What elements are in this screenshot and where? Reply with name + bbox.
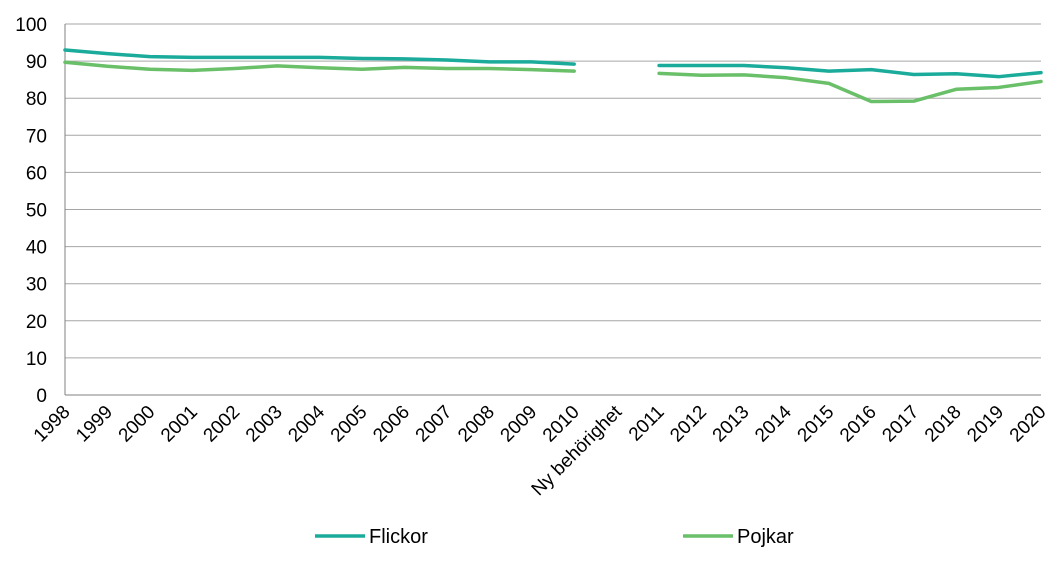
x-tick-label: 2005 [327, 402, 372, 447]
x-tick-label: 2001 [157, 402, 202, 447]
gridlines [65, 23, 1041, 359]
y-tick-label: 90 [26, 52, 47, 73]
y-tick-label: 40 [26, 238, 47, 259]
series-line-pojkar [63, 60, 1043, 104]
x-tick-label: 2015 [794, 402, 839, 447]
x-tick-label: 2017 [878, 402, 923, 447]
y-tick-label: 0 [36, 386, 47, 407]
y-tick-label: 30 [26, 275, 47, 296]
x-tick-label: 2000 [115, 402, 160, 447]
x-axis-ticks: 1998199920002001200220032004200520062007… [30, 401, 1046, 500]
y-axis-ticks: 0 10 20 30 40 50 60 70 80 90 100 [15, 15, 47, 407]
x-tick-label: 2007 [412, 402, 457, 447]
x-tick-label: 2003 [242, 402, 287, 447]
series-lines [63, 48, 1043, 104]
axes [64, 24, 1041, 396]
x-tick-label: 2013 [709, 402, 754, 447]
x-tick-label: 2014 [751, 401, 796, 446]
x-tick-label: 2004 [284, 401, 329, 446]
x-tick-label: 2008 [454, 402, 499, 447]
x-tick-label: 2018 [921, 402, 966, 447]
y-tick-label: 70 [26, 126, 47, 147]
y-tick-label: 100 [15, 15, 47, 36]
y-tick-label: 10 [26, 349, 47, 370]
x-tick-label: 1998 [30, 402, 75, 447]
legend-label: Pojkar [737, 526, 794, 548]
y-tick-label: 60 [26, 163, 47, 184]
x-tick-label: 2002 [200, 402, 245, 447]
y-tick-label: 80 [26, 89, 47, 110]
x-tick-label: 2016 [836, 402, 881, 447]
x-tick-label: 2012 [666, 402, 711, 447]
legend-label: Flickor [369, 526, 428, 548]
y-tick-label: 50 [26, 201, 47, 222]
legend: Flickor Pojkar [315, 526, 794, 548]
x-tick-label: 2019 [963, 402, 1008, 447]
x-tick-label: 1999 [72, 402, 117, 447]
x-tick-label: 2006 [369, 402, 414, 447]
y-tick-label: 20 [26, 312, 47, 333]
x-tick-label: 2020 [1006, 402, 1046, 447]
x-tick-label: 2011 [625, 402, 669, 446]
series-line-flickor [63, 48, 1043, 79]
x-tick-label: 2009 [497, 402, 542, 447]
